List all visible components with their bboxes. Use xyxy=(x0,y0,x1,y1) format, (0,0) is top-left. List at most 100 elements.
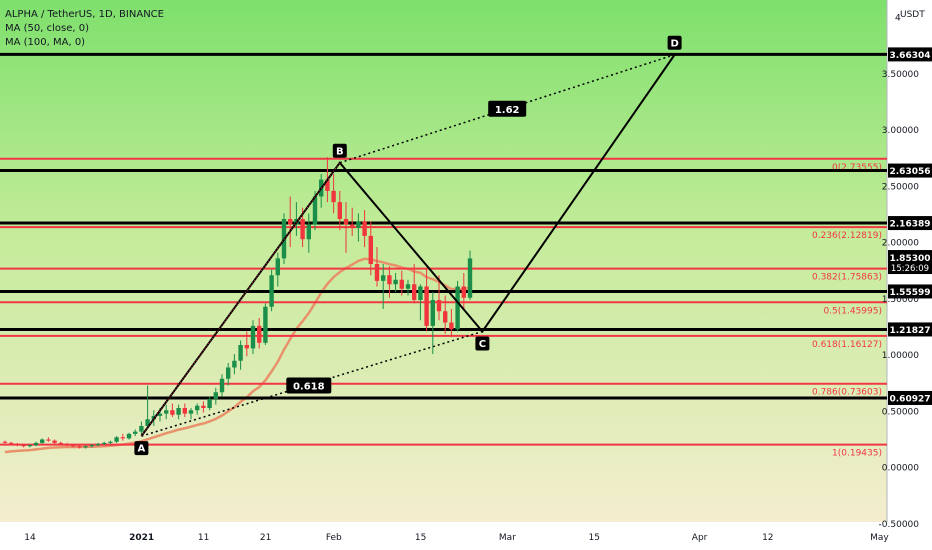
candle-body[interactable] xyxy=(40,439,45,443)
candle-body[interactable] xyxy=(362,221,367,236)
candle-body[interactable] xyxy=(436,300,442,312)
indicator-ma-50[interactable]: MA (50, close, 0) xyxy=(5,23,90,34)
candle-body[interactable] xyxy=(393,279,398,285)
candle-body[interactable] xyxy=(114,437,119,442)
candle-body[interactable] xyxy=(449,322,454,330)
candle-body[interactable] xyxy=(337,202,342,219)
y-axis-tick-label: 3.00000 xyxy=(882,126,919,136)
candle-body[interactable] xyxy=(77,446,82,448)
candle-body[interactable] xyxy=(157,413,163,416)
candle-body[interactable] xyxy=(312,196,318,225)
candle-body[interactable] xyxy=(207,399,212,408)
time-axis-background xyxy=(0,522,887,550)
candle-body[interactable] xyxy=(182,408,187,414)
ab-guide-line xyxy=(141,162,341,437)
candle-body[interactable] xyxy=(244,345,249,349)
pattern-point-marker[interactable] xyxy=(667,35,682,50)
fib-level-label: 0.618(1.16127) xyxy=(812,340,882,350)
candle-body[interactable] xyxy=(374,264,380,281)
candle-body[interactable] xyxy=(430,300,435,326)
candle-body[interactable] xyxy=(27,445,32,447)
candle-body[interactable] xyxy=(201,405,206,408)
pattern-point-label: A xyxy=(138,444,146,455)
level-price-tag xyxy=(888,284,932,299)
candle-body[interactable] xyxy=(250,325,256,349)
x-axis-tick-label: 2021 xyxy=(129,533,154,543)
ratio-label-box[interactable] xyxy=(488,100,527,117)
candle-body[interactable] xyxy=(300,219,305,240)
candle-body[interactable] xyxy=(89,445,94,447)
candle-body[interactable] xyxy=(170,410,175,415)
level-price-label: 1.21827 xyxy=(890,326,931,336)
candle-body[interactable] xyxy=(405,284,411,289)
candle-body[interactable] xyxy=(139,426,144,432)
candle-body[interactable] xyxy=(381,275,386,281)
candle-body[interactable] xyxy=(102,442,107,444)
indicator-ma-100[interactable]: MA (100, MA, 0) xyxy=(5,37,86,48)
x-axis-tick-label: Apr xyxy=(692,533,708,543)
level-price-label: 2.63056 xyxy=(890,167,931,177)
candle-body[interactable] xyxy=(195,405,200,411)
candle-body[interactable] xyxy=(443,311,448,323)
candle-body[interactable] xyxy=(387,275,392,285)
candle-body[interactable] xyxy=(356,221,361,228)
x-axis-tick-label: 14 xyxy=(24,533,36,543)
candle-body[interactable] xyxy=(343,219,349,225)
candle-body[interactable] xyxy=(71,445,76,447)
candle-body[interactable] xyxy=(331,190,336,203)
candle-body[interactable] xyxy=(95,444,101,446)
candle-body[interactable] xyxy=(238,345,243,361)
candle-body[interactable] xyxy=(164,410,169,414)
candle-body[interactable] xyxy=(126,433,132,439)
candle-body[interactable] xyxy=(412,284,417,300)
candle-body[interactable] xyxy=(461,286,466,298)
candle-body[interactable] xyxy=(64,444,70,446)
x-axis-tick-label: Mar xyxy=(499,533,516,543)
candle-body[interactable] xyxy=(232,360,237,368)
candle-body[interactable] xyxy=(325,179,330,191)
candle-body[interactable] xyxy=(424,286,429,326)
level-price-tag xyxy=(888,216,932,231)
candle-body[interactable] xyxy=(269,275,274,307)
candle-body[interactable] xyxy=(306,224,311,240)
ratio-label-box[interactable] xyxy=(286,377,332,394)
level-price-label: 0.60927 xyxy=(890,394,931,404)
candle-body[interactable] xyxy=(145,419,150,426)
candle-body[interactable] xyxy=(455,286,460,330)
pattern-point-marker[interactable] xyxy=(134,441,149,456)
ma-line xyxy=(4,257,471,454)
candle-body[interactable] xyxy=(226,367,231,379)
candle-body[interactable] xyxy=(52,440,57,443)
pattern-point-label: D xyxy=(670,38,678,49)
candle-body[interactable] xyxy=(83,446,88,448)
candle-body[interactable] xyxy=(418,286,423,301)
candle-body[interactable] xyxy=(288,219,293,225)
candle-body[interactable] xyxy=(176,408,181,415)
candle-body[interactable] xyxy=(58,442,63,444)
candle-body[interactable] xyxy=(188,410,194,414)
level-price-label: 1.55599 xyxy=(890,288,931,298)
candle-body[interactable] xyxy=(33,442,39,446)
candle-body[interactable] xyxy=(9,442,14,444)
candle-body[interactable] xyxy=(21,445,26,447)
candle-body[interactable] xyxy=(219,378,225,393)
candle-body[interactable] xyxy=(108,441,113,443)
candle-body[interactable] xyxy=(467,258,473,298)
candle-body[interactable] xyxy=(120,437,125,439)
candle-body[interactable] xyxy=(257,325,262,343)
candle-body[interactable] xyxy=(275,258,280,276)
candle-body[interactable] xyxy=(399,279,404,289)
pattern-point-marker[interactable] xyxy=(332,143,347,158)
candle-body[interactable] xyxy=(263,306,268,343)
y-axis-tick-label: 0.50000 xyxy=(882,407,919,417)
candle-body[interactable] xyxy=(133,431,138,434)
candle-body[interactable] xyxy=(46,439,51,441)
candle-body[interactable] xyxy=(368,235,373,264)
candle-body[interactable] xyxy=(350,224,355,228)
pattern-point-marker[interactable] xyxy=(475,336,490,351)
candle-body[interactable] xyxy=(15,444,20,446)
candle-body[interactable] xyxy=(213,392,218,399)
candle-body[interactable] xyxy=(2,441,8,443)
symbol-title[interactable]: ALPHA / TetherUS, 1D, BINANCE xyxy=(5,9,164,20)
